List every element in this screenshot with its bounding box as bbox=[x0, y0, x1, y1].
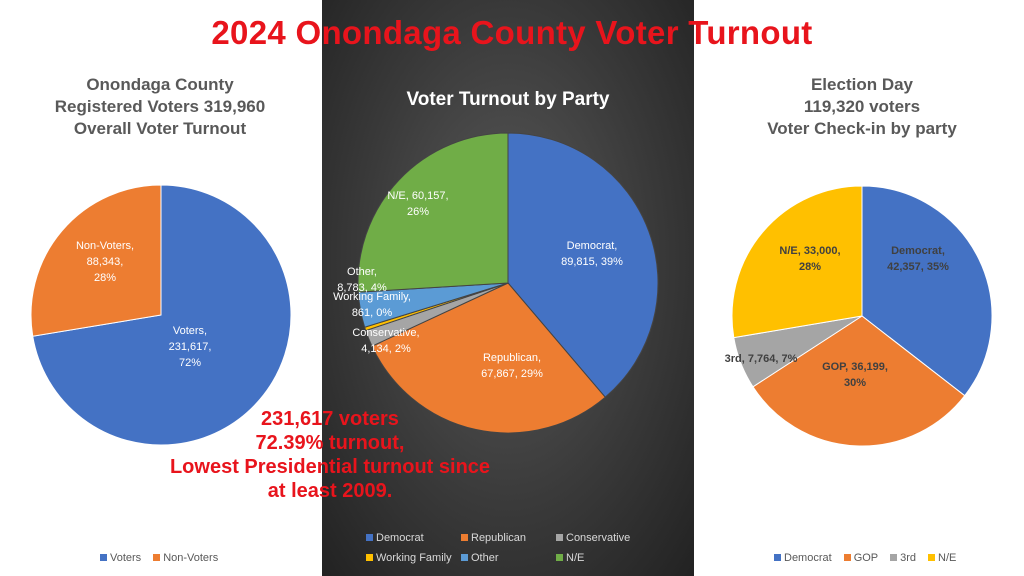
pie-slice-gop bbox=[752, 315, 966, 447]
legend-swatch bbox=[100, 554, 107, 561]
chart-title-line: Voter Turnout by Party bbox=[406, 89, 610, 110]
annotation-line: at least 2009. bbox=[267, 480, 393, 502]
data-label: 3rd, 7,764, 7% bbox=[725, 353, 798, 365]
legend-label: Non-Voters bbox=[163, 552, 219, 564]
legend-label: Other bbox=[471, 552, 499, 564]
annotation-line: 72.39% turnout, bbox=[255, 432, 405, 454]
annotation-line: Lowest Presidential turnout since bbox=[169, 456, 491, 478]
legend-swatch bbox=[153, 554, 161, 561]
legend-swatch bbox=[928, 554, 936, 561]
legend-item: Working Family bbox=[366, 552, 461, 564]
legend-swatch bbox=[556, 534, 563, 541]
legend-swatch bbox=[843, 554, 851, 561]
legend-item: Republican bbox=[461, 532, 556, 544]
annotation-line: 231,617 voters bbox=[261, 408, 399, 430]
chart-title-line: Overall Voter Turnout bbox=[73, 119, 247, 138]
legend-label: Democrat bbox=[784, 552, 832, 564]
legend-label: Democrat bbox=[376, 532, 424, 544]
chart-title-overall: Onondaga County Registered Voters 319,96… bbox=[20, 74, 300, 140]
legend-item: Voters bbox=[100, 552, 141, 564]
legend-item: Conservative bbox=[556, 532, 666, 544]
pie-slice-democrat bbox=[507, 132, 659, 398]
legend-item: N/E bbox=[556, 552, 666, 564]
data-label: Other, 8,783, 4% bbox=[337, 266, 387, 294]
data-label: GOP, 36,199, 30% bbox=[822, 361, 888, 389]
legend-label: Voters bbox=[110, 552, 142, 564]
chart-title-line: Registered Voters 319,960 bbox=[54, 97, 266, 116]
legend-party: Democrat Republican Conservative Working Fa… bbox=[366, 532, 666, 564]
legend-label: 3rd bbox=[900, 552, 917, 564]
chart-title-line: Election Day bbox=[810, 75, 914, 94]
legend-swatch bbox=[366, 534, 373, 541]
pie-slice-non-voters bbox=[30, 184, 162, 337]
legend-label: N/E bbox=[566, 552, 585, 564]
legend-swatch bbox=[774, 554, 781, 561]
legend-swatch bbox=[461, 534, 468, 541]
legend-overall: Voters Non-Voters bbox=[100, 552, 218, 564]
data-label: Democrat, 42,357, 35% bbox=[887, 245, 949, 273]
legend-label: Republican bbox=[471, 532, 527, 544]
data-label: Conservative, 4,134, 2% bbox=[352, 327, 419, 355]
pie-slice-n-e bbox=[731, 185, 863, 339]
pie-slice-republican bbox=[371, 282, 606, 434]
legend-swatch bbox=[556, 554, 563, 561]
legend-item: Other bbox=[461, 552, 556, 564]
data-label: N/E, 33,000, 28% bbox=[779, 245, 840, 273]
data-label: Democrat, 89,815, 39% bbox=[561, 240, 623, 268]
chart-title-election-day: Election Day 119,320 voters Voter Check-… bbox=[722, 74, 1002, 140]
legend-item: Non-Voters bbox=[153, 552, 218, 564]
chart-title-line: Voter Check-in by party bbox=[767, 119, 957, 138]
legend-item: 3rd bbox=[890, 552, 916, 564]
legend-election-day: Democrat GOP 3rd N/E bbox=[774, 552, 956, 564]
legend-swatch bbox=[366, 554, 373, 561]
chart-title-line: 119,320 voters bbox=[803, 97, 921, 116]
data-label: Working Family, 861, 0% bbox=[333, 291, 411, 319]
legend-item: Democrat bbox=[774, 552, 832, 564]
legend-label: Working Family bbox=[376, 552, 452, 564]
data-label: Non-Voters, 88,343, 28% bbox=[76, 240, 134, 284]
main-title: 2024 Onondaga County Voter Turnout bbox=[211, 14, 813, 51]
legend-swatch bbox=[461, 554, 468, 561]
legend-item: Democrat bbox=[366, 532, 461, 544]
pie-slice-democrat bbox=[861, 185, 993, 397]
chart-title-line: Onondaga County bbox=[86, 75, 234, 94]
legend-swatch bbox=[890, 554, 898, 561]
chart-title-party: Voter Turnout by Party bbox=[322, 89, 694, 111]
pie-slice-n-e bbox=[357, 132, 509, 293]
legend-label: N/E bbox=[938, 552, 957, 564]
data-label: Republican, 67,867, 29% bbox=[481, 352, 543, 380]
legend-item: N/E bbox=[928, 552, 956, 564]
data-label: N/E, 60,157, 26% bbox=[387, 190, 448, 218]
data-label: Voters, 231,617, 72% bbox=[169, 325, 212, 369]
legend-label: GOP bbox=[853, 552, 879, 564]
legend-item: GOP bbox=[843, 552, 879, 564]
legend-label: Conservative bbox=[566, 532, 631, 544]
pie-slice-voters bbox=[32, 184, 292, 446]
turnout-annotation: 231,617 voters 72.39% turnout, Lowest Pr… bbox=[130, 407, 530, 503]
